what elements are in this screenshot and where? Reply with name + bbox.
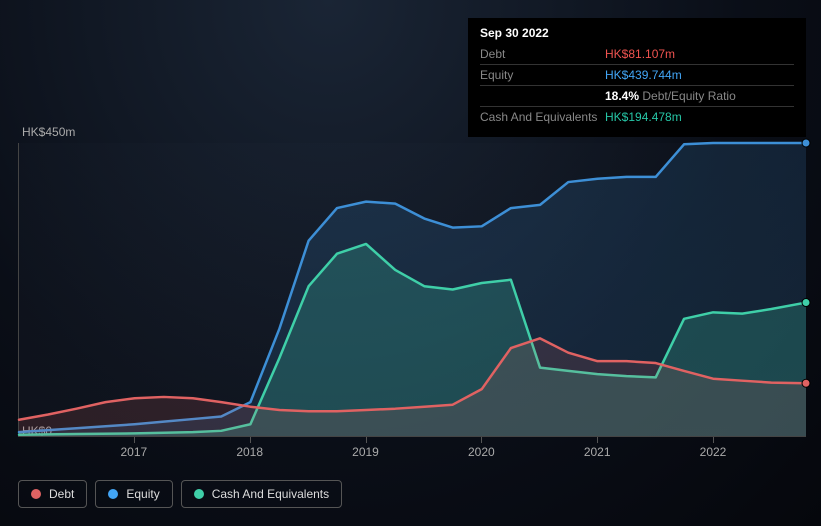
- tooltip-row: Cash And EquivalentsHK$194.478m: [480, 107, 794, 127]
- x-axis-label: 2021: [584, 445, 611, 459]
- series-end-marker: [802, 379, 810, 387]
- tooltip-row-label: Debt: [480, 47, 605, 61]
- legend-item-cash-and-equivalents[interactable]: Cash And Equivalents: [181, 480, 342, 508]
- x-axis-tick: [481, 437, 482, 443]
- x-axis-tick: [713, 437, 714, 443]
- tooltip-row-value: HK$81.107m: [605, 47, 675, 61]
- x-axis-label: 2020: [468, 445, 495, 459]
- x-axis-tick: [366, 437, 367, 443]
- tooltip-row-value: 18.4% Debt/Equity Ratio: [605, 89, 736, 103]
- chart-legend: Debt Equity Cash And Equivalents: [18, 480, 342, 508]
- legend-dot-icon: [108, 489, 118, 499]
- legend-item-label: Cash And Equivalents: [212, 487, 329, 501]
- y-axis-label-max: HK$450m: [22, 125, 75, 139]
- chart-plot: [18, 143, 806, 437]
- x-axis-label: 2019: [352, 445, 379, 459]
- tooltip-row: EquityHK$439.744m: [480, 65, 794, 86]
- legend-item-equity[interactable]: Equity: [95, 480, 172, 508]
- x-axis-label: 2017: [120, 445, 147, 459]
- x-axis-tick: [134, 437, 135, 443]
- tooltip-row-value: HK$194.478m: [605, 110, 682, 124]
- tooltip-row-label: Equity: [480, 68, 605, 82]
- legend-item-label: Equity: [126, 487, 159, 501]
- x-axis-tick: [250, 437, 251, 443]
- legend-item-label: Debt: [49, 487, 74, 501]
- legend-item-debt[interactable]: Debt: [18, 480, 87, 508]
- series-end-marker: [802, 299, 810, 307]
- tooltip-row-label: Cash And Equivalents: [480, 110, 605, 124]
- legend-dot-icon: [31, 489, 41, 499]
- tooltip-row-value: HK$439.744m: [605, 68, 682, 82]
- tooltip-row: DebtHK$81.107m: [480, 44, 794, 65]
- tooltip-row-label: [480, 89, 605, 103]
- x-axis-tick: [597, 437, 598, 443]
- series-end-marker: [802, 139, 810, 147]
- chart-tooltip: Sep 30 2022 DebtHK$81.107mEquityHK$439.7…: [468, 18, 806, 137]
- x-axis-label: 2018: [236, 445, 263, 459]
- x-axis-labels: 2017 2018 2019 2020 2021 2022: [18, 445, 806, 465]
- x-axis-label: 2022: [700, 445, 727, 459]
- legend-dot-icon: [194, 489, 204, 499]
- tooltip-row: 18.4% Debt/Equity Ratio: [480, 86, 794, 107]
- tooltip-date: Sep 30 2022: [480, 26, 794, 40]
